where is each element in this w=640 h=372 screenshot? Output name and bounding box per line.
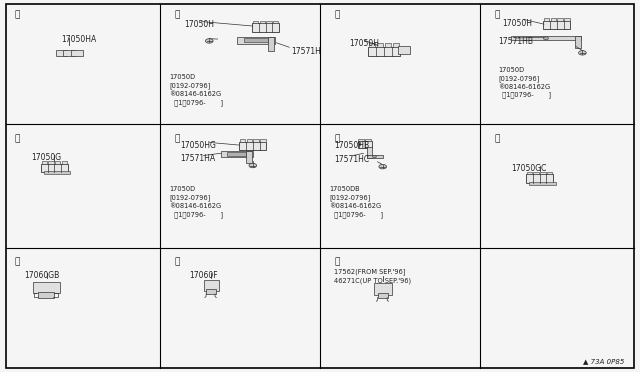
Text: 17050HG: 17050HG <box>180 141 216 150</box>
Bar <box>260 139 266 142</box>
Bar <box>369 43 375 46</box>
Circle shape <box>372 155 376 158</box>
Circle shape <box>543 37 548 40</box>
Text: Ⓚ: Ⓚ <box>334 258 339 267</box>
Bar <box>393 43 399 46</box>
Text: Ⓕ: Ⓕ <box>174 134 179 143</box>
Text: 17060GB: 17060GB <box>24 271 60 280</box>
Bar <box>385 43 391 46</box>
Bar <box>368 46 400 56</box>
Bar <box>56 50 67 56</box>
Bar <box>71 50 83 56</box>
Bar <box>367 155 383 158</box>
Text: Ⓗ: Ⓗ <box>494 134 499 143</box>
Text: 17060F: 17060F <box>189 271 218 280</box>
Text: Ⓒ: Ⓒ <box>334 10 339 19</box>
Text: 17050GC: 17050GC <box>511 164 546 173</box>
Bar <box>253 139 259 142</box>
Bar <box>266 20 272 23</box>
Bar <box>543 21 570 29</box>
Bar <box>564 18 570 21</box>
Circle shape <box>579 51 586 55</box>
Bar <box>268 37 274 51</box>
Bar <box>38 292 54 298</box>
Text: 17571HA: 17571HA <box>180 154 216 163</box>
Text: 17050D
[0192-0796]
®08146-6162G
  （1）0796-       ]: 17050D [0192-0796] ®08146-6162G （1）0796-… <box>498 67 551 99</box>
Bar <box>273 20 278 23</box>
Bar <box>239 142 266 150</box>
Text: 17571HC: 17571HC <box>334 155 369 164</box>
Bar <box>41 164 68 172</box>
Bar <box>358 141 372 148</box>
Bar <box>260 20 265 23</box>
Text: 17050G: 17050G <box>31 153 61 161</box>
Text: 17050D
[0192-0796]
®08146-6162G
  （1）0796-       ]: 17050D [0192-0796] ®08146-6162G （1）0796-… <box>170 74 223 106</box>
Bar <box>557 18 563 21</box>
Text: Ⓓ: Ⓓ <box>494 10 499 19</box>
Bar <box>358 139 364 141</box>
Bar <box>511 36 581 40</box>
Bar <box>550 18 556 21</box>
Bar <box>42 161 47 164</box>
Text: 17050DB
[0192-0796]
®08146-6162G
  （1）0796-       ]: 17050DB [0192-0796] ®08146-6162G （1）0796… <box>330 186 383 218</box>
Bar <box>253 20 259 23</box>
Text: 17050H: 17050H <box>502 19 532 28</box>
Text: Ⓔ: Ⓔ <box>14 134 19 143</box>
Bar <box>55 161 61 164</box>
Text: 17050HA: 17050HA <box>61 35 96 44</box>
Bar <box>247 139 252 142</box>
Bar <box>529 182 556 185</box>
Bar <box>365 139 371 141</box>
Bar <box>221 151 253 157</box>
Bar <box>544 18 549 21</box>
Circle shape <box>205 39 213 43</box>
Circle shape <box>249 163 257 168</box>
Bar <box>204 280 219 291</box>
Text: Ⓐ: Ⓐ <box>14 10 19 19</box>
Bar <box>63 50 75 56</box>
Bar <box>378 293 388 298</box>
Bar <box>533 171 539 174</box>
Bar <box>237 37 275 44</box>
Bar <box>374 283 392 295</box>
Bar <box>367 147 372 158</box>
Bar <box>575 36 581 48</box>
Text: Ⓙ: Ⓙ <box>174 258 179 267</box>
Circle shape <box>379 164 387 169</box>
Bar <box>252 23 279 32</box>
Bar <box>240 139 246 142</box>
Text: 17050D
[0192-0796]
®08146-6162G
  （1）0796-       ]: 17050D [0192-0796] ®08146-6162G （1）0796-… <box>170 186 223 218</box>
Bar <box>49 161 54 164</box>
Text: 17050H: 17050H <box>184 20 214 29</box>
Bar <box>526 174 553 183</box>
Text: ▲ 73A 0P85: ▲ 73A 0P85 <box>582 358 624 364</box>
Bar <box>227 152 246 156</box>
Bar <box>206 289 216 294</box>
Bar <box>540 171 545 174</box>
Bar <box>398 46 410 54</box>
Text: Ⓘ: Ⓘ <box>14 258 19 267</box>
Text: 17571H: 17571H <box>291 46 321 55</box>
Bar <box>44 171 70 174</box>
Text: 17571HB: 17571HB <box>498 37 533 46</box>
Text: 17562(FROM SEP.'96]
46271C(UP TO SEP.'96): 17562(FROM SEP.'96] 46271C(UP TO SEP.'96… <box>334 269 412 284</box>
Text: 17050H: 17050H <box>349 39 379 48</box>
Text: Ⓖ: Ⓖ <box>334 134 339 143</box>
Bar <box>547 171 552 174</box>
Bar <box>33 282 60 293</box>
Text: Ⓑ: Ⓑ <box>174 10 179 19</box>
Bar <box>527 171 532 174</box>
Bar <box>62 161 67 164</box>
Bar <box>244 38 268 42</box>
Bar <box>376 43 383 46</box>
Bar <box>246 151 252 163</box>
Text: 17050HB: 17050HB <box>334 141 369 150</box>
